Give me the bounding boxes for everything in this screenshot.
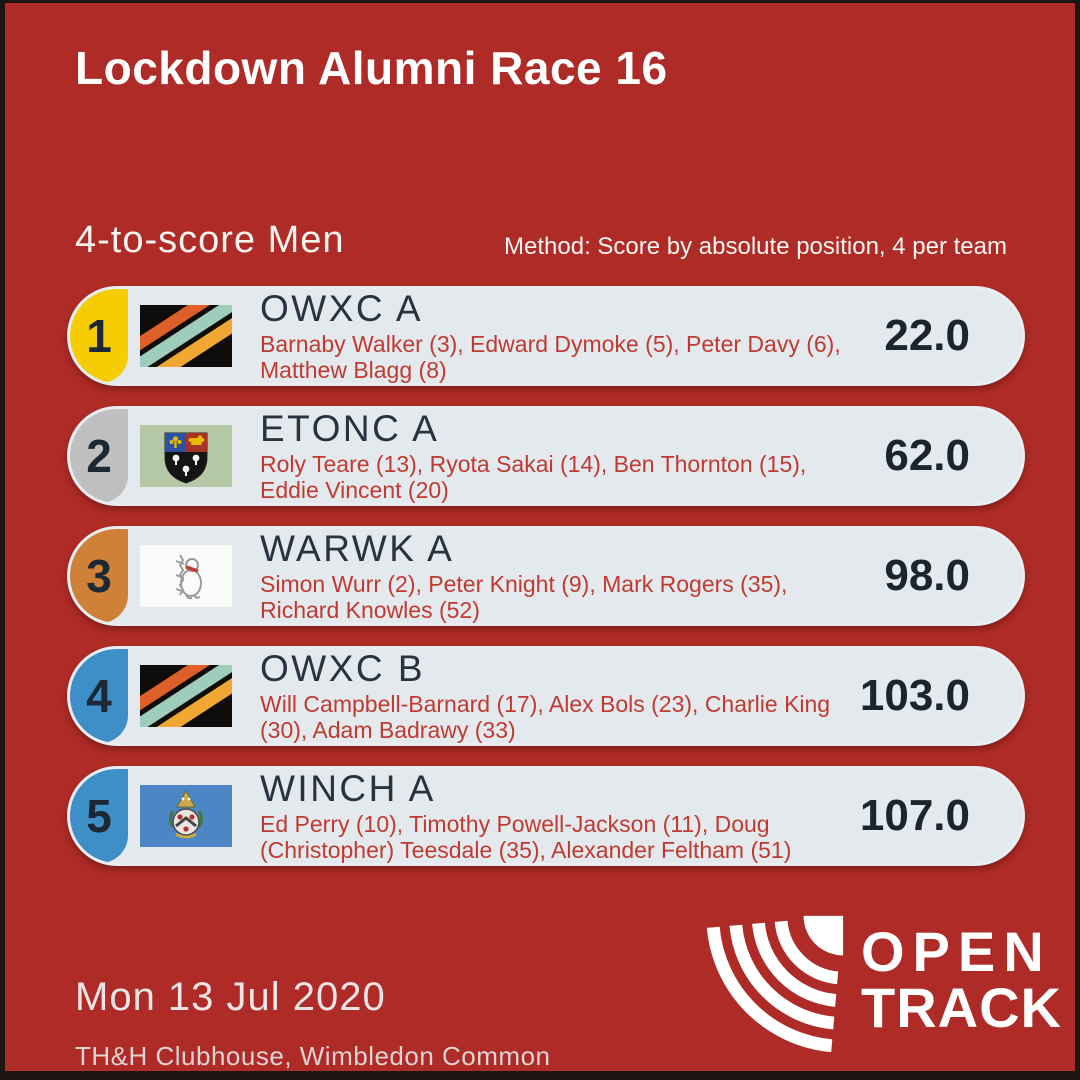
rank-badge: 3 [70,529,128,623]
etonc-flag-icon [140,425,232,487]
winch-flag-icon [140,785,232,847]
team-name: OWXC B [260,647,426,689]
team-athletes: Roly Teare (13), Ryota Sakai (14), Ben T… [260,450,807,503]
team-athletes: Will Campbell-Barnard (17), Alex Bols (2… [260,690,831,743]
team-name: ETONC A [260,407,440,449]
team-text: OWXC A Barnaby Walker (3), Edward Dymoke… [260,289,884,383]
team-text: OWXC B Will Campbell-Barnard (17), Alex … [260,649,860,743]
team-text: WARWK A Simon Wurr (2), Peter Knight (9)… [260,529,884,623]
team-score: 62.0 [884,431,970,480]
team-score: 98.0 [884,551,970,600]
rank-badge: 5 [70,769,128,863]
result-row: 3 [67,526,1025,626]
opentrack-arcs-icon [706,915,844,1053]
team-flag [140,665,232,727]
result-row: 5 [67,766,1025,866]
team-flag [140,425,232,487]
owxc-flag-icon [140,305,232,367]
rank-badge: 2 [70,409,128,503]
scoring-method: Method: Score by absolute position, 4 pe… [504,233,1007,260]
team-name: WINCH A [260,767,436,809]
opentrack-logo: OPEN TRACK [693,908,1062,1066]
result-row: 2 [67,406,1025,506]
team-flag [140,785,232,847]
opentrack-wordmark: OPEN TRACK [861,924,1062,1036]
team-athletes: Barnaby Walker (3), Edward Dymoke (5), P… [260,330,841,383]
rank-badge: 1 [70,289,128,383]
team-text: ETONC A Roly Teare (13), Ryota Sakai (14… [260,409,884,503]
team-score: 103.0 [859,671,970,720]
team-name: WARWK A [260,527,455,569]
opentrack-word-track: TRACK [861,976,1062,1039]
team-athletes: Simon Wurr (2), Peter Knight (9), Mark R… [260,570,788,623]
team-score: 22.0 [884,311,970,360]
team-athletes: Ed Perry (10), Timothy Powell-Jackson (1… [260,810,792,863]
result-row: 4 [67,646,1025,746]
page-title: Lockdown Alumni Race 16 [75,42,668,94]
team-flag [140,305,232,367]
team-text: WINCH A Ed Perry (10), Timothy Powell-Ja… [260,769,860,863]
event-date: Mon 13 Jul 2020 [75,975,386,1019]
opentrack-word-open: OPEN [861,920,1052,983]
event-name: 4-to-score Men [75,219,345,261]
team-score: 107.0 [859,791,970,840]
results-list: 1 [67,286,1025,886]
team-flag [140,545,232,607]
result-row: 1 [67,286,1025,386]
warwk-flag-icon [140,545,232,607]
team-name: OWXC A [260,287,424,329]
owxc-flag-icon [140,665,232,727]
rank-badge: 4 [70,649,128,743]
event-venue: TH&H Clubhouse, Wimbledon Common [75,1041,551,1071]
